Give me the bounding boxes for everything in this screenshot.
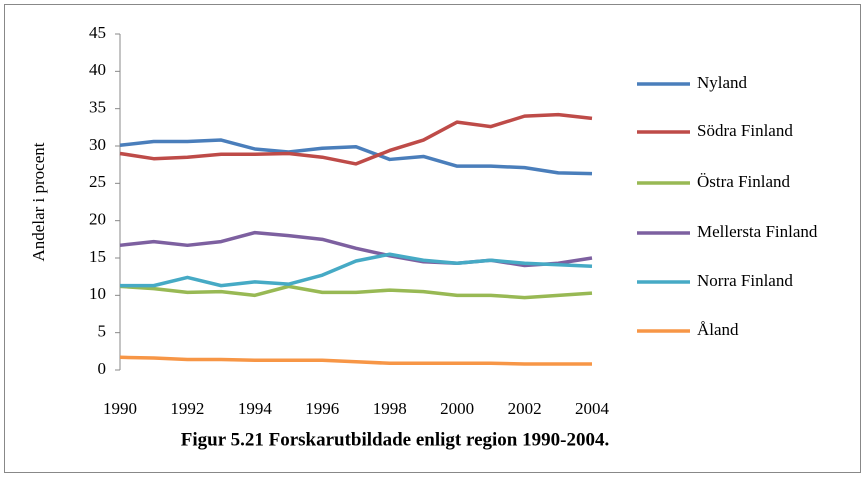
series-line — [119, 138, 593, 176]
y-tick-label: 35 — [89, 98, 106, 117]
y-tick-label: 5 — [98, 322, 107, 341]
y-axis-label: Andelar i procent — [29, 142, 48, 261]
x-tick-label: 2004 — [575, 399, 610, 418]
series-line — [119, 112, 593, 166]
y-tick-label: 45 — [89, 23, 106, 42]
series-line — [119, 355, 592, 366]
chart-frame — [4, 4, 861, 473]
y-tick-label: 0 — [98, 359, 107, 378]
y-tick-label: 10 — [89, 284, 106, 303]
x-tick-label: 2002 — [508, 399, 542, 418]
legend-label: Södra Finland — [697, 121, 793, 140]
legend-label: Nyland — [697, 73, 748, 92]
series-line — [119, 284, 593, 300]
x-tick-label: 1998 — [373, 399, 407, 418]
x-tick-label: 1996 — [305, 399, 339, 418]
legend-label: Åland — [697, 320, 739, 339]
legend-label: Mellersta Finland — [697, 222, 818, 241]
y-tick-label: 20 — [89, 210, 106, 229]
x-tick-label: 1992 — [170, 399, 204, 418]
x-tick-label: 2000 — [440, 399, 474, 418]
y-tick-label: 25 — [89, 172, 106, 191]
legend-label: Östra Finland — [697, 172, 791, 191]
y-tick-label: 40 — [89, 60, 106, 79]
x-tick-label: 1994 — [238, 399, 273, 418]
chart-title: Figur 5.21 Forskarutbildade enligt regio… — [181, 429, 609, 450]
y-tick-label: 30 — [89, 135, 106, 154]
x-tick-label: 1990 — [103, 399, 137, 418]
series-line — [120, 252, 593, 288]
legend-label: Norra Finland — [697, 271, 793, 290]
y-tick-label: 15 — [89, 247, 106, 266]
